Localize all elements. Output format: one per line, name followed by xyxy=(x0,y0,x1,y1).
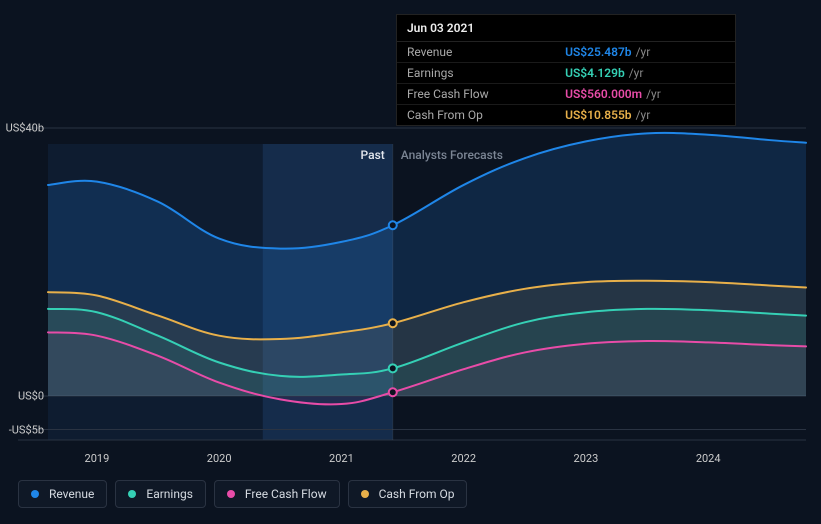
x-axis-label: 2023 xyxy=(574,452,599,465)
tooltip-row-label: Earnings xyxy=(397,63,555,84)
tooltip-row: RevenueUS$25.487b/yr xyxy=(397,42,735,63)
x-axis-label: 2020 xyxy=(207,452,232,465)
series-marker-earnings xyxy=(389,364,397,372)
x-axis-label: 2022 xyxy=(451,452,476,465)
legend-item-earnings[interactable]: Earnings xyxy=(115,480,206,508)
tooltip-row-label: Free Cash Flow xyxy=(397,84,555,105)
tooltip-table: RevenueUS$25.487b/yrEarningsUS$4.129b/yr… xyxy=(397,42,735,125)
section-label-forecast: Analysts Forecasts xyxy=(401,148,503,162)
y-axis-label: US$0 xyxy=(18,390,44,403)
tooltip-row-value: US$4.129b/yr xyxy=(555,63,735,84)
tooltip-date: Jun 03 2021 xyxy=(397,15,735,42)
legend-item-cash-from-op[interactable]: Cash From Op xyxy=(348,480,468,508)
legend-item-revenue[interactable]: Revenue xyxy=(18,480,107,508)
tooltip-row: EarningsUS$4.129b/yr xyxy=(397,63,735,84)
tooltip-row-label: Revenue xyxy=(397,42,555,63)
legend-row: Revenue Earnings Free Cash Flow Cash From O… xyxy=(18,480,467,508)
y-axis-labels: US$40b US$0 -US$5b xyxy=(0,0,48,524)
x-axis-label: 2019 xyxy=(85,452,110,465)
x-axis-labels: 2019 2020 2021 2022 2023 2024 xyxy=(0,450,821,470)
series-marker-free-cash-flow xyxy=(389,388,397,396)
legend-item-label: Free Cash Flow xyxy=(245,487,327,501)
section-label-past: Past xyxy=(361,148,385,162)
chart-container: Jun 03 2021 RevenueUS$25.487b/yrEarnings… xyxy=(0,0,821,524)
tooltip-row: Cash From OpUS$10.855b/yr xyxy=(397,105,735,126)
legend-item-label: Cash From Op xyxy=(379,487,455,501)
legend-dot-icon xyxy=(227,490,235,498)
tooltip-row-label: Cash From Op xyxy=(397,105,555,126)
y-axis-label: US$40b xyxy=(6,122,44,135)
tooltip-row-value: US$560.000m/yr xyxy=(555,84,735,105)
tooltip-row-value: US$25.487b/yr xyxy=(555,42,735,63)
x-axis-label: 2024 xyxy=(696,452,721,465)
legend-item-free-cash-flow[interactable]: Free Cash Flow xyxy=(214,480,340,508)
x-axis-label: 2021 xyxy=(329,452,354,465)
tooltip-row-value: US$10.855b/yr xyxy=(555,105,735,126)
legend-item-label: Earnings xyxy=(146,487,193,501)
legend-item-label: Revenue xyxy=(49,487,94,501)
tooltip-box: Jun 03 2021 RevenueUS$25.487b/yrEarnings… xyxy=(396,14,736,126)
legend-dot-icon xyxy=(361,490,369,498)
legend-dot-icon xyxy=(31,490,39,498)
tooltip-row: Free Cash FlowUS$560.000m/yr xyxy=(397,84,735,105)
legend-dot-icon xyxy=(128,490,136,498)
series-marker-revenue xyxy=(389,221,397,229)
y-axis-label: -US$5b xyxy=(9,423,44,436)
series-marker-cash-from-op xyxy=(389,319,397,327)
